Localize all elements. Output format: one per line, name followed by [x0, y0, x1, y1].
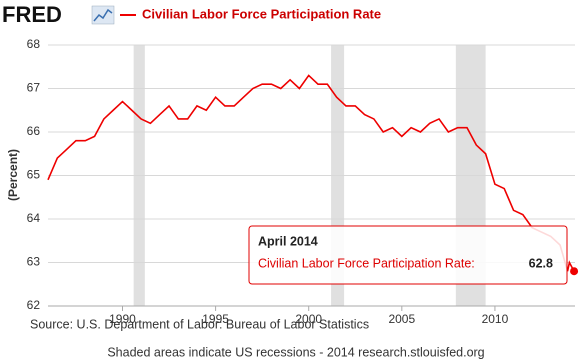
x-tick-label: 2010 [482, 312, 509, 326]
x-tick-label: 2000 [295, 312, 322, 326]
y-axis-label: (Percent) [6, 149, 20, 201]
source: Source: U.S. Department of Labor: Bureau… [30, 317, 369, 331]
tooltip: April 2014 Civilian Labor Force Participa… [248, 225, 568, 285]
tooltip-box [248, 225, 568, 285]
x-tick-label: 1990 [109, 312, 136, 326]
footer: Shaded areas indicate US recessions - 20… [107, 345, 484, 359]
y-tick-label: 63 [27, 255, 41, 269]
y-tick-label: 62 [27, 298, 41, 312]
tooltip-value: 62.8 [529, 256, 553, 270]
y-tick-label: 64 [27, 211, 41, 225]
y-tick-label: 66 [27, 124, 41, 138]
tooltip-label: Civilian Labor Force Participation Rate: [258, 256, 475, 270]
legend-label: Civilian Labor Force Participation Rate [142, 6, 381, 21]
tooltip-date: April 2014 [258, 234, 318, 248]
highlight-point [570, 267, 579, 276]
x-tick-label: 1995 [202, 312, 229, 326]
logo-icon [91, 5, 115, 25]
x-tick-label: 2005 [388, 312, 415, 326]
y-tick-label: 68 [27, 37, 41, 51]
series-line [47, 74, 575, 272]
y-tick-label: 67 [27, 81, 41, 95]
logo: FRED [2, 2, 62, 27]
y-tick-label: 65 [27, 168, 41, 182]
